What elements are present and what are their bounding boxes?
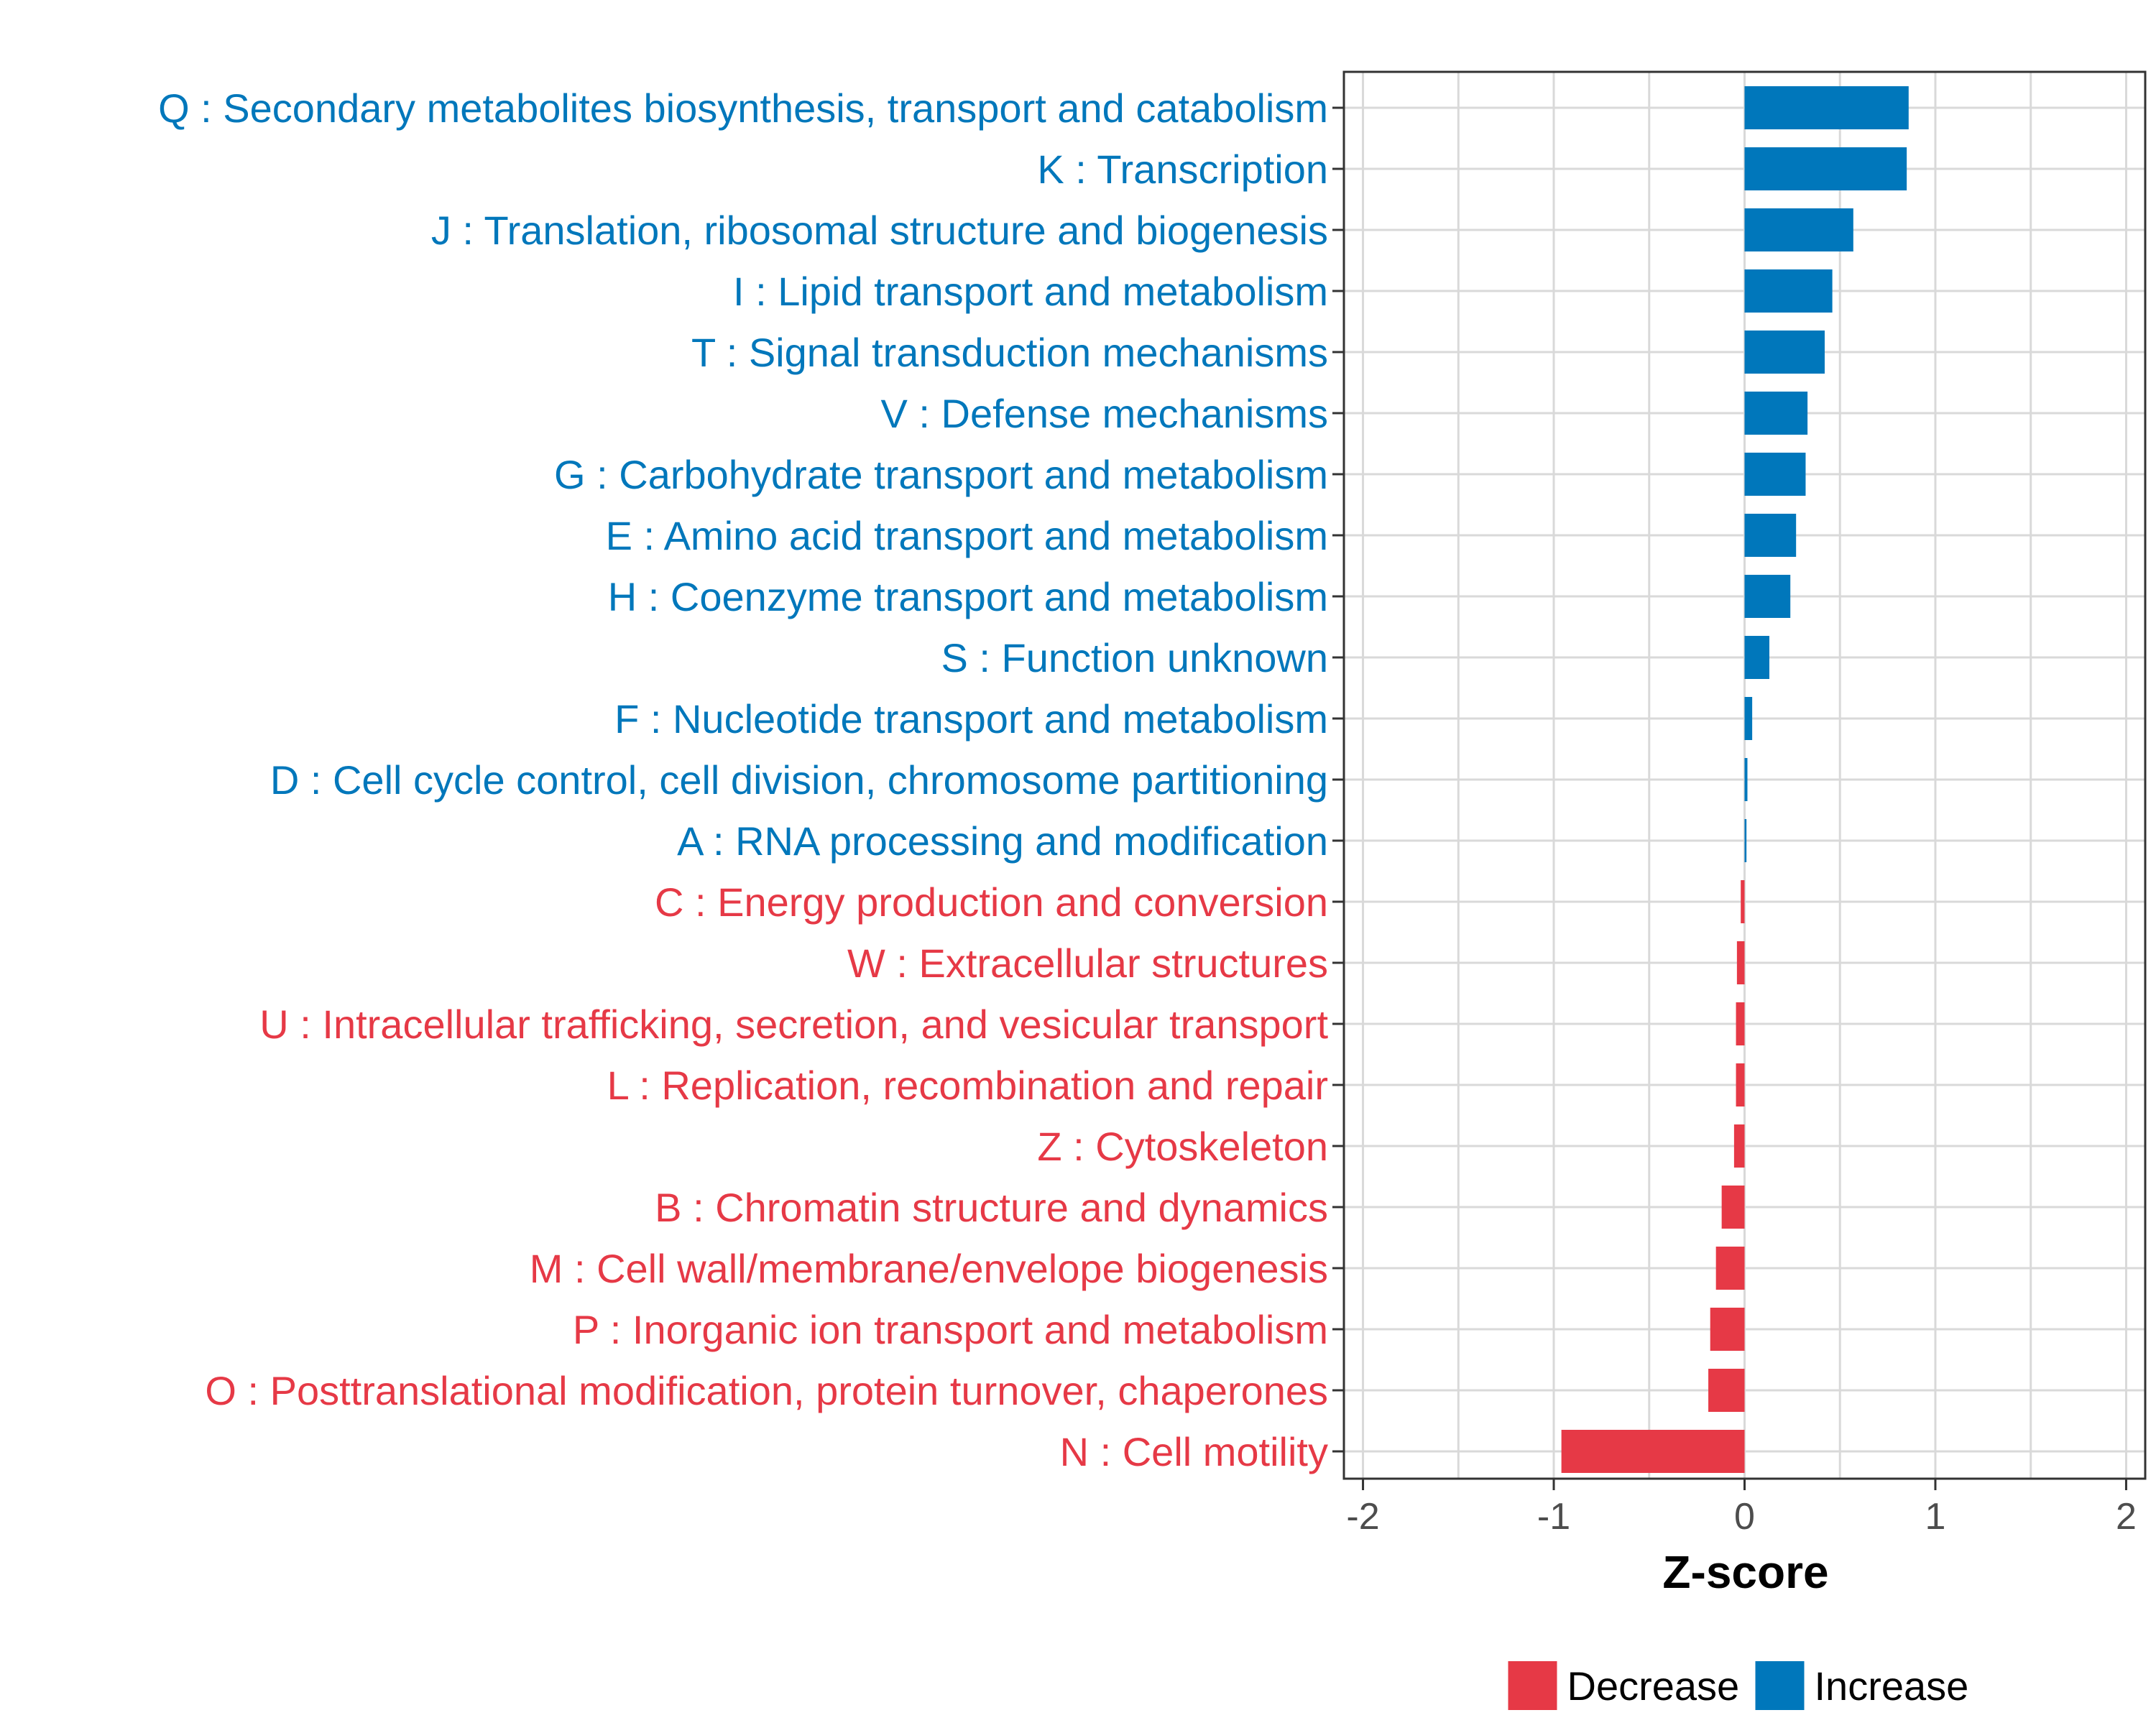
bar-n [1561,1430,1745,1473]
category-label-d: D : Cell cycle control, cell division, c… [270,757,1328,803]
bar-s [1744,636,1770,679]
category-label-q: Q : Secondary metabolites biosynthesis, … [158,86,1328,131]
category-label-n: N : Cell motility [1060,1429,1328,1474]
bar-u [1736,1002,1745,1045]
bar-f [1744,697,1753,740]
bar-e [1744,514,1797,557]
category-label-l: L : Replication, recombination and repai… [607,1063,1328,1108]
category-label-a: A : RNA processing and modification [677,818,1328,864]
x-tick-label: 1 [1925,1496,1946,1538]
bar-j [1744,208,1853,251]
x-axis-ticks: -2 -1 0 1 2 [1346,1479,2137,1538]
category-label-m: M : Cell wall/membrane/envelope biogenes… [530,1246,1328,1291]
bar-v [1744,392,1808,435]
bar-t [1744,331,1825,374]
bar-d [1744,758,1748,801]
bar-i [1744,269,1833,313]
category-label-z: Z : Cytoskeleton [1037,1124,1328,1169]
category-label-k: K : Transcription [1037,147,1328,192]
category-label-h: H : Coenzyme transport and metabolism [608,574,1328,619]
y-axis-category-labels: Q : Secondary metabolites biosynthesis, … [158,86,1328,1474]
category-label-j: J : Translation, ribosomal structure and… [431,208,1328,253]
bar-b [1721,1186,1745,1229]
bar-o [1708,1369,1745,1412]
category-label-f: F : Nucleotide transport and metabolism [614,696,1328,741]
category-label-t: T : Signal transduction mechanisms [691,330,1328,375]
category-label-u: U : Intracellular trafficking, secretion… [259,1002,1328,1047]
bar-z [1733,1124,1745,1168]
legend-label-decrease: Decrease [1567,1663,1740,1709]
y-axis-ticks [1332,106,1344,1453]
bar-g [1744,453,1806,496]
bars [1561,86,1909,1473]
category-label-b: B : Chromatin structure and dynamics [655,1185,1328,1230]
x-tick-label: 0 [1734,1496,1755,1538]
x-tick-label: 2 [2116,1496,2137,1538]
bar-a [1744,819,1747,862]
x-axis-title: Z-score [1662,1546,1828,1598]
category-label-v: V : Defense mechanisms [881,391,1328,436]
category-label-g: G : Carbohydrate transport and metabolis… [554,452,1328,497]
legend: Decrease Increase [1508,1661,1969,1710]
category-label-s: S : Function unknown [941,635,1328,680]
category-label-w: W : Extracellular structures [847,941,1328,986]
category-label-i: I : Lipid transport and metabolism [733,269,1328,314]
bar-p [1710,1308,1745,1351]
category-label-e: E : Amino acid transport and metabolism [606,513,1328,558]
bar-c [1741,880,1745,923]
x-tick-label: -1 [1537,1496,1570,1538]
legend-key-decrease [1508,1661,1557,1710]
legend-key-increase [1755,1661,1805,1710]
bar-q [1744,86,1909,129]
bar-k [1744,147,1907,190]
category-label-o: O : Posttranslational modification, prot… [205,1368,1328,1413]
bar-m [1715,1247,1745,1290]
legend-label-increase: Increase [1815,1663,1969,1709]
bar-l [1736,1063,1745,1106]
category-label-p: P : Inorganic ion transport and metaboli… [573,1307,1328,1352]
x-tick-label: -2 [1346,1496,1379,1538]
bar-h [1744,575,1791,618]
bar-w [1736,941,1745,984]
category-label-c: C : Energy production and conversion [655,879,1328,925]
